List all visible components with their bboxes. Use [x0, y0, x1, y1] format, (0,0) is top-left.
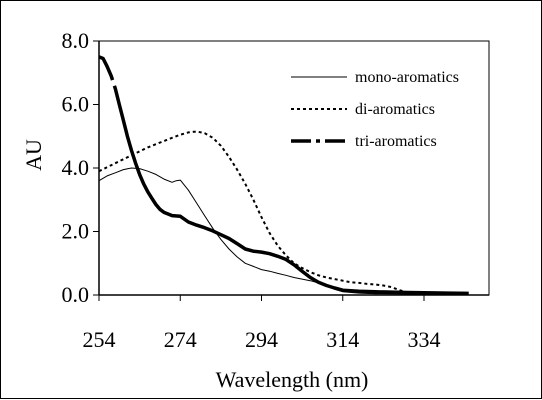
y-tick-label: 2.0 [62, 219, 90, 244]
x-tick-label: 334 [408, 327, 441, 352]
plot-border [98, 40, 490, 296]
x-tick-label: 294 [245, 327, 278, 352]
y-axis-title: AU [21, 139, 46, 171]
y-tick-label: 8.0 [62, 28, 90, 53]
y-tick-label: 0.0 [62, 282, 90, 307]
x-tick-label: 254 [83, 327, 116, 352]
y-tick-label: 4.0 [62, 155, 90, 180]
legend-label: tri-aromatics [355, 133, 437, 150]
ticks-layer: 0.0 2.0 4.0 6.0 8.0 254 274 294 314 334 [62, 28, 441, 352]
legend-label: di-aromatics [355, 101, 435, 118]
series-line [98, 130, 469, 295]
legend-label: mono-aromatics [355, 69, 459, 86]
x-tick-label: 314 [326, 327, 359, 352]
series-layer [98, 55, 469, 296]
y-tick-label: 6.0 [62, 92, 90, 117]
legend: mono-aromatics di-aromatics tri-aromatics [291, 69, 459, 150]
x-axis-title: Wavelength (nm) [216, 367, 369, 392]
series-line [98, 55, 469, 296]
x-tick-label: 274 [164, 327, 197, 352]
plot-area [98, 40, 490, 296]
